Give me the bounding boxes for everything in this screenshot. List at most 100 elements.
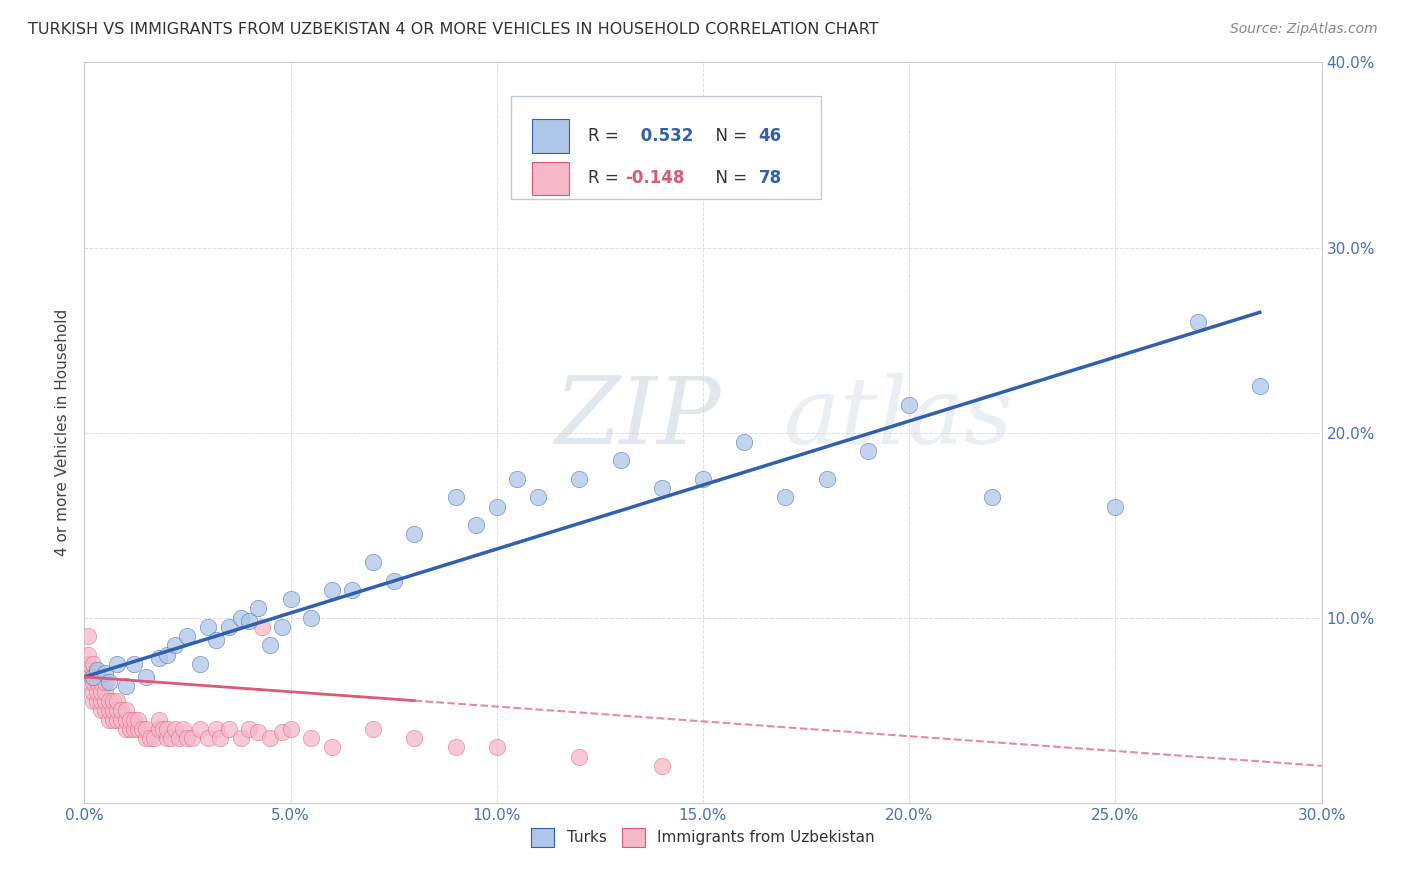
Point	[105, 694, 128, 708]
Point	[94, 694, 117, 708]
Text: N =: N =	[706, 127, 752, 145]
Point	[692, 472, 714, 486]
Point	[271, 725, 294, 739]
Text: TURKISH VS IMMIGRANTS FROM UZBEKISTAN 4 OR MORE VEHICLES IN HOUSEHOLD CORRELATIO: TURKISH VS IMMIGRANTS FROM UZBEKISTAN 4 …	[28, 22, 879, 37]
Point	[165, 639, 187, 653]
Point	[218, 620, 240, 634]
Text: R =: R =	[588, 169, 624, 187]
Point	[114, 722, 136, 736]
Point	[280, 592, 302, 607]
Point	[246, 601, 269, 615]
Point	[465, 518, 488, 533]
Text: 46: 46	[759, 127, 782, 145]
Point	[148, 722, 170, 736]
FancyBboxPatch shape	[533, 161, 569, 195]
Point	[197, 731, 219, 745]
Point	[229, 731, 252, 745]
Point	[238, 615, 260, 629]
Point	[90, 694, 112, 708]
Point	[86, 694, 108, 708]
Point	[148, 713, 170, 727]
Point	[160, 731, 183, 745]
Point	[156, 648, 179, 662]
Point	[127, 722, 149, 736]
Point	[485, 500, 508, 514]
Point	[122, 713, 145, 727]
Point	[139, 731, 162, 745]
Point	[506, 472, 529, 486]
Point	[165, 722, 187, 736]
Point	[103, 703, 125, 717]
Point	[280, 722, 302, 736]
Point	[77, 675, 100, 690]
Point	[259, 731, 281, 745]
Point	[90, 685, 112, 699]
Point	[105, 703, 128, 717]
Point	[156, 722, 179, 736]
Point	[135, 731, 157, 745]
Point	[82, 657, 104, 671]
Point	[1249, 379, 1271, 393]
Point	[188, 722, 211, 736]
Point	[229, 610, 252, 624]
Point	[127, 713, 149, 727]
Point	[361, 555, 384, 569]
Point	[299, 731, 322, 745]
Point	[143, 731, 166, 745]
Point	[205, 632, 228, 647]
Point	[90, 675, 112, 690]
Point	[156, 731, 179, 745]
Point	[82, 685, 104, 699]
Text: R =: R =	[588, 127, 624, 145]
Text: -0.148: -0.148	[626, 169, 685, 187]
Text: atlas: atlas	[783, 373, 1012, 463]
Point	[568, 749, 591, 764]
Text: 78: 78	[759, 169, 782, 187]
Point	[321, 582, 343, 597]
Point	[152, 722, 174, 736]
Point	[246, 725, 269, 739]
Point	[167, 731, 190, 745]
Y-axis label: 4 or more Vehicles in Household: 4 or more Vehicles in Household	[55, 309, 70, 557]
Legend: Turks, Immigrants from Uzbekistan: Turks, Immigrants from Uzbekistan	[524, 821, 882, 855]
Text: ZIP: ZIP	[554, 373, 721, 463]
Point	[77, 666, 100, 681]
Point	[110, 703, 132, 717]
Point	[114, 679, 136, 693]
Point	[485, 740, 508, 755]
Point	[651, 481, 673, 495]
Point	[86, 663, 108, 677]
Point	[122, 657, 145, 671]
Point	[527, 491, 550, 505]
Point	[342, 582, 364, 597]
Point	[271, 620, 294, 634]
Point	[86, 685, 108, 699]
Point	[148, 651, 170, 665]
Point	[176, 629, 198, 643]
Point	[1187, 314, 1209, 328]
Point	[135, 670, 157, 684]
Point	[122, 722, 145, 736]
Point	[82, 670, 104, 684]
Point	[609, 453, 631, 467]
Point	[568, 472, 591, 486]
Point	[209, 731, 232, 745]
Point	[82, 694, 104, 708]
Point	[259, 639, 281, 653]
Point	[444, 740, 467, 755]
Point	[103, 694, 125, 708]
Point	[404, 527, 426, 541]
Point	[733, 434, 755, 449]
Point	[77, 629, 100, 643]
Point	[114, 703, 136, 717]
Point	[118, 722, 141, 736]
Point	[180, 731, 202, 745]
Point	[856, 444, 879, 458]
Point	[404, 731, 426, 745]
Point	[299, 610, 322, 624]
Point	[77, 657, 100, 671]
Point	[651, 758, 673, 772]
Text: Source: ZipAtlas.com: Source: ZipAtlas.com	[1230, 22, 1378, 37]
Point	[444, 491, 467, 505]
Point	[898, 398, 921, 412]
